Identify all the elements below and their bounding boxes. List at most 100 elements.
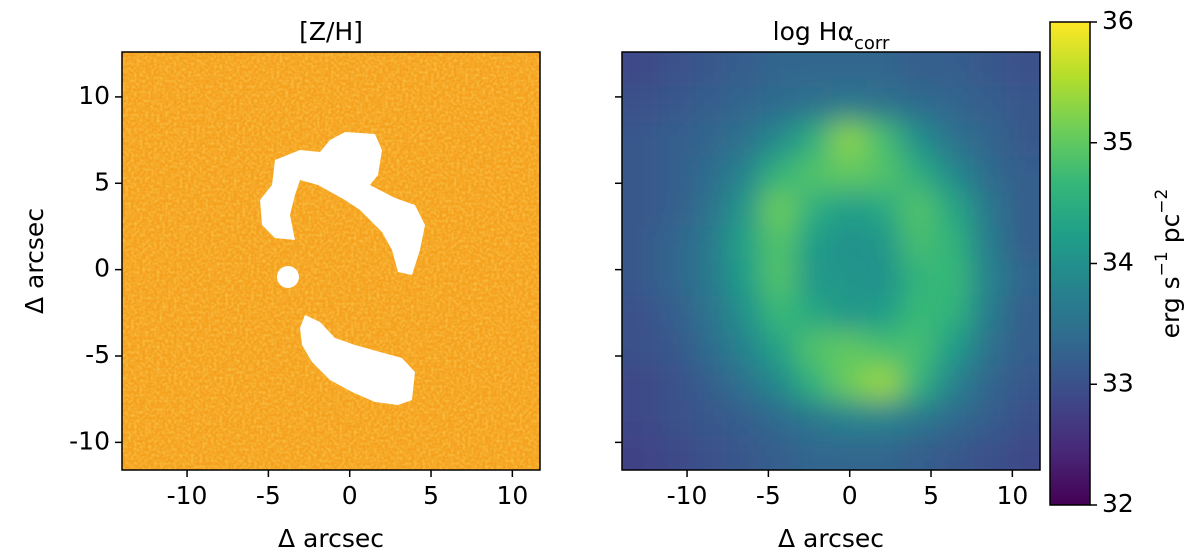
heatmap-cell [831, 156, 867, 193]
heatmap-cell [865, 295, 902, 332]
heatmap-cell [900, 400, 937, 437]
heatmap-cell [900, 156, 937, 193]
colorbar-tick-label: 34 [1102, 248, 1134, 277]
heatmap-cell [1005, 365, 1040, 402]
colorbar-tick-label: 33 [1102, 368, 1134, 397]
right-panel [622, 52, 1040, 470]
x-axis-label: Δ arcsec [278, 524, 384, 553]
heatmap-cell [865, 52, 902, 88]
heatmap-cell [1005, 121, 1040, 158]
heatmap-cell [1005, 86, 1040, 123]
heatmap-cell [691, 86, 728, 123]
x-tick-label: 10 [496, 481, 528, 510]
heatmap-cell [831, 121, 867, 158]
heatmap-cell [970, 52, 1007, 88]
title-text: [Z/H] [299, 17, 363, 46]
heatmap-cell [935, 400, 972, 437]
x-tick-label: -10 [167, 481, 208, 510]
heatmap-cell [622, 191, 658, 228]
heatmap-cell [900, 191, 937, 228]
colorbar-tick-label: 32 [1102, 489, 1134, 518]
heatmap-cell [726, 435, 763, 470]
heatmap-cell [1005, 191, 1040, 228]
heatmap-cell [796, 156, 832, 193]
heatmap-cell [656, 365, 693, 402]
colorbar-label-part: −2 [1152, 189, 1172, 214]
heatmap-cell [970, 191, 1007, 228]
heatmap-cell [691, 261, 728, 297]
heatmap-cell [970, 295, 1007, 332]
masked-regions [260, 132, 425, 405]
heatmap-cell [900, 261, 937, 297]
heatmap-cell [656, 121, 693, 158]
heatmap-cell [622, 226, 658, 262]
heatmap-cell [865, 330, 902, 367]
heatmap-cell [1005, 226, 1040, 262]
heatmap-cell [691, 435, 728, 470]
panel-title: [Z/H] [299, 17, 363, 46]
colorbar-label-part: −1 [1152, 251, 1172, 276]
heatmap-cell [970, 121, 1007, 158]
heatmap-cell [726, 121, 763, 158]
heatmap-cell [970, 86, 1007, 123]
heatmap-cell [656, 86, 693, 123]
colorbar-tick-label: 36 [1102, 6, 1134, 35]
y-axis-label: Δ arcsec [20, 208, 49, 314]
colorbar-label: erg s−1 pc−2 [1152, 189, 1185, 339]
heatmap-cell [622, 365, 658, 402]
map-texture [122, 52, 540, 470]
heatmap-cell [691, 52, 728, 88]
heatmap-cell [796, 365, 832, 402]
heatmap-cell [656, 435, 693, 470]
colorbar [1049, 21, 1091, 506]
heatmap-cell [865, 435, 902, 470]
heatmap-cell [970, 435, 1007, 470]
x-tick-label: 10 [996, 481, 1028, 510]
heatmap-cell [935, 52, 972, 88]
heatmap-cell [935, 435, 972, 470]
heatmap-cell [622, 121, 658, 158]
heatmap-cell [796, 435, 832, 470]
heatmap-cell [831, 191, 867, 228]
heatmap-cell [935, 191, 972, 228]
heatmap-cell [622, 295, 658, 332]
axes-frame [621, 51, 1041, 471]
heatmap-cell [831, 435, 867, 470]
heatmap-cell [761, 330, 798, 367]
mask-upper [260, 132, 425, 275]
heatmap-cell [656, 52, 693, 88]
heatmap-cell [761, 52, 798, 88]
heatmap-cell [831, 400, 867, 437]
heatmap-cell [726, 365, 763, 402]
heatmap-cell [1005, 435, 1040, 470]
y-tick-label: 5 [94, 167, 110, 196]
heatmap-cell [865, 121, 902, 158]
heatmap-cell [622, 261, 658, 297]
heatmap-cell [796, 330, 832, 367]
heatmap-cell [970, 156, 1007, 193]
x-axis-label: Δ arcsec [778, 524, 884, 553]
y-tick-label: -10 [69, 426, 110, 455]
x-tick-label: -5 [256, 481, 281, 510]
y-tick-label: -5 [85, 340, 110, 369]
y-tick-label: 0 [94, 254, 110, 283]
heatmap-cell [900, 226, 937, 262]
heatmap-cell [970, 365, 1007, 402]
heatmap-cell [1005, 400, 1040, 437]
heatmap-cell [761, 365, 798, 402]
heatmap-cell [900, 86, 937, 123]
panel-title: log Hαcorr [773, 17, 890, 54]
heatmap-cell [865, 86, 902, 123]
heatmap-cell [622, 435, 658, 470]
heatmap-cell [761, 435, 798, 470]
heatmap-cell [796, 191, 832, 228]
x-tick-label: 0 [342, 481, 358, 510]
heatmap-cell [622, 330, 658, 367]
title-text: log Hα [773, 17, 854, 46]
heatmap-cell [865, 261, 902, 297]
heatmap-cell [970, 261, 1007, 297]
heatmap-cell [656, 400, 693, 437]
heatmap-cell [1005, 261, 1040, 297]
heatmap-cell [865, 400, 902, 437]
